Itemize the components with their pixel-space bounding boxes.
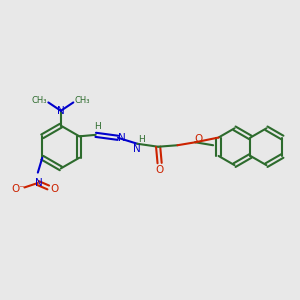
Text: N: N [118,133,125,143]
Text: H: H [138,135,145,144]
Text: N: N [35,178,43,188]
Text: O⁻: O⁻ [12,184,26,194]
Text: O: O [155,165,164,175]
Text: O: O [195,134,203,144]
Text: N: N [57,106,65,116]
Text: H: H [94,122,101,131]
Text: CH₃: CH₃ [75,97,90,106]
Text: CH₃: CH₃ [32,97,47,106]
Text: N: N [134,144,141,154]
Text: O: O [50,184,58,194]
